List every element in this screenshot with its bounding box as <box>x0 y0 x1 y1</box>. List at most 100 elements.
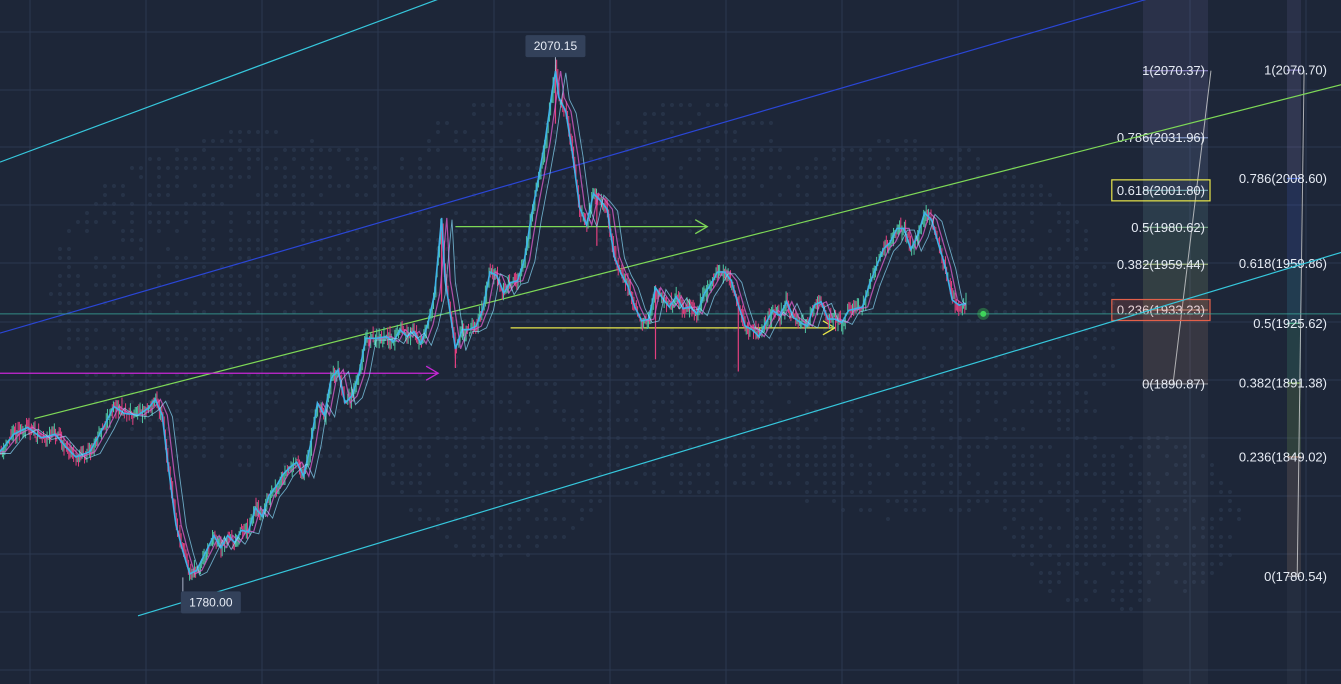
map-dot <box>1128 525 1134 531</box>
map-dot <box>813 255 819 261</box>
map-dot <box>1056 462 1062 468</box>
map-dot <box>498 327 504 333</box>
arrow-magenta-head[interactable] <box>425 365 440 381</box>
horizontal-arrows[interactable] <box>0 219 837 381</box>
map-dot <box>516 138 522 144</box>
map-dot <box>273 210 279 216</box>
map-dot <box>696 156 702 162</box>
map-dot <box>426 408 432 414</box>
map-dot <box>975 228 981 234</box>
map-dot <box>345 219 351 225</box>
map-dot <box>903 363 909 369</box>
map-dot <box>669 219 675 225</box>
map-dot <box>1128 453 1134 459</box>
map-dot <box>858 336 864 342</box>
map-dot <box>831 363 837 369</box>
map-dot <box>705 228 711 234</box>
map-dot <box>930 147 936 153</box>
map-dot <box>552 300 558 306</box>
trend-channel-lines[interactable] <box>0 0 1341 617</box>
map-dot <box>201 453 207 459</box>
map-dot <box>858 228 864 234</box>
map-dot <box>624 327 630 333</box>
channel-line-channel-blue[interactable] <box>0 0 1187 334</box>
map-dot <box>426 165 432 171</box>
map-dot <box>633 264 639 270</box>
map-dot <box>498 462 504 468</box>
map-dot <box>516 111 522 117</box>
map-dot <box>903 408 909 414</box>
fib-trend-line[interactable] <box>1296 70 1305 577</box>
arrow-yellow-head[interactable] <box>822 320 837 336</box>
map-dot <box>435 516 441 522</box>
map-dot <box>696 354 702 360</box>
map-dot <box>462 480 468 486</box>
map-dot <box>975 381 981 387</box>
map-dot <box>165 183 171 189</box>
map-dot <box>57 246 63 252</box>
map-dot <box>327 327 333 333</box>
map-dot <box>552 129 558 135</box>
map-dot <box>993 309 999 315</box>
map-dot <box>849 300 855 306</box>
map-dot <box>1029 354 1035 360</box>
map-dot <box>498 138 504 144</box>
map-dot <box>1002 372 1008 378</box>
map-dot <box>84 210 90 216</box>
map-dot <box>219 165 225 171</box>
channel-line-channel-lower-cyan[interactable] <box>137 251 1341 617</box>
map-dot <box>777 336 783 342</box>
map-dot <box>822 480 828 486</box>
map-dot <box>507 525 513 531</box>
map-dot <box>903 327 909 333</box>
map-dot <box>867 147 873 153</box>
map-dot <box>669 408 675 414</box>
map-dot <box>93 390 99 396</box>
fib-level-highlight-box <box>1111 298 1211 322</box>
map-dot <box>1011 381 1017 387</box>
map-dot <box>768 444 774 450</box>
map-dot <box>876 183 882 189</box>
map-dot <box>129 327 135 333</box>
map-dot <box>1020 498 1026 504</box>
map-dot <box>687 390 693 396</box>
map-dot <box>669 372 675 378</box>
map-dot <box>1092 354 1098 360</box>
map-dot <box>264 282 270 288</box>
map-dot <box>678 372 684 378</box>
map-dot <box>273 246 279 252</box>
map-dot <box>228 390 234 396</box>
map-dot <box>1074 390 1080 396</box>
map-dot <box>804 255 810 261</box>
map-dot <box>894 390 900 396</box>
map-dot <box>1047 444 1053 450</box>
fib-retracement-left[interactable]: 1(2070.37)0.786(2031.96)0.618(2001.80)0.… <box>1111 0 1212 684</box>
map-dot <box>1083 462 1089 468</box>
channel-line-channel-green[interactable] <box>34 84 1341 420</box>
channel-line-channel-upper-cyan[interactable] <box>0 0 794 163</box>
map-dot <box>525 534 531 540</box>
map-dot <box>102 282 108 288</box>
fib-trend-line[interactable] <box>1172 70 1212 384</box>
map-dot <box>480 147 486 153</box>
price-line <box>0 70 967 576</box>
map-dot <box>480 543 486 549</box>
map-dot <box>813 165 819 171</box>
arrow-green-head[interactable] <box>694 219 709 235</box>
map-dot <box>579 273 585 279</box>
map-dot <box>210 408 216 414</box>
map-dot <box>669 471 675 477</box>
map-dot <box>858 174 864 180</box>
map-dot <box>219 390 225 396</box>
map-dot <box>885 165 891 171</box>
map-dot <box>1002 246 1008 252</box>
map-dot <box>1065 408 1071 414</box>
map-dot <box>309 291 315 297</box>
map-dot <box>939 327 945 333</box>
map-dot <box>786 255 792 261</box>
map-dot <box>1182 480 1188 486</box>
map-dot <box>498 210 504 216</box>
map-dot <box>543 309 549 315</box>
map-dot <box>480 156 486 162</box>
